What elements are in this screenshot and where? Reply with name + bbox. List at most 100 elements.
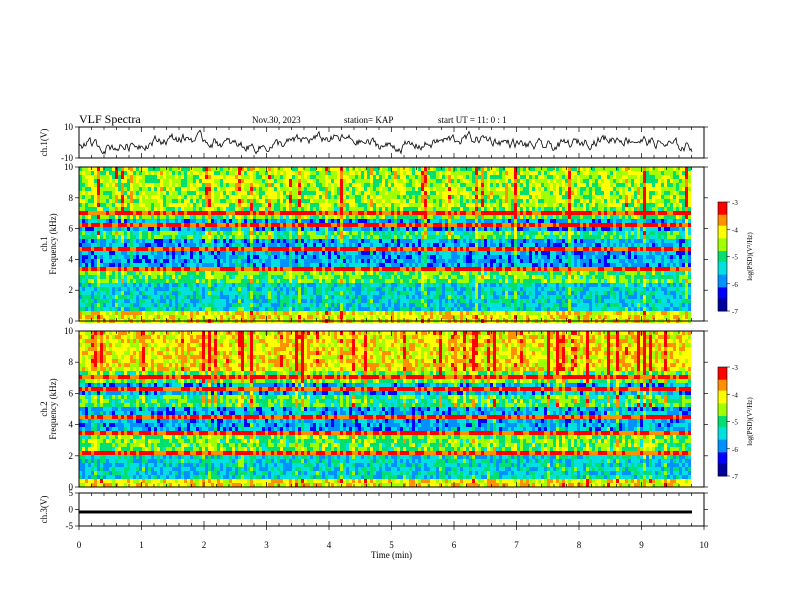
spectrogram-cell	[391, 219, 394, 223]
spectrogram-cell	[271, 207, 274, 211]
spectrogram-cell	[634, 231, 637, 235]
spectrogram-cell	[346, 215, 349, 219]
spectrogram-cell	[442, 227, 445, 231]
spectrogram-cell	[415, 223, 418, 227]
spectrogram-cell	[100, 223, 103, 227]
spectrogram-cell	[343, 187, 346, 191]
spectrogram-cell	[283, 227, 286, 231]
spectrogram-cell	[475, 203, 478, 207]
spectrogram-cell	[451, 219, 454, 223]
spectrogram-cell	[649, 255, 652, 259]
spectrogram-cell	[292, 259, 295, 263]
spectrogram-cell	[193, 243, 196, 247]
spectrogram-cell	[538, 223, 541, 227]
spectrogram-cell	[577, 171, 580, 175]
spectrogram-cell	[520, 183, 523, 187]
spectrogram-cell	[556, 223, 559, 227]
spectrogram-cell	[223, 167, 226, 171]
spectrogram-cell	[268, 199, 271, 203]
spectrogram-cell	[343, 223, 346, 227]
spectrogram-cell	[634, 167, 637, 171]
spectrogram-cell	[238, 227, 241, 231]
spectrogram-cell	[526, 175, 529, 179]
spectrogram-cell	[160, 263, 163, 267]
spectrogram-cell	[325, 187, 328, 191]
spectrogram-cell	[640, 199, 643, 203]
spectrogram-cell	[559, 183, 562, 187]
spectrogram-cell	[550, 235, 553, 239]
spectrogram-cell	[256, 239, 259, 243]
spectrogram-cell	[388, 179, 391, 183]
spectrogram-cell	[271, 259, 274, 263]
spectrogram-cell	[349, 235, 352, 239]
spectrogram-cell	[292, 215, 295, 219]
spectrogram-cell	[331, 255, 334, 259]
spectrogram-cell	[568, 215, 571, 219]
spectrogram-cell	[313, 215, 316, 219]
spectrogram-cell	[115, 195, 118, 199]
spectrogram-cell	[289, 251, 292, 255]
spectrogram-cell	[220, 195, 223, 199]
spectrogram-cell	[322, 223, 325, 227]
spectrogram-cell	[355, 247, 358, 251]
spectrogram-cell	[442, 211, 445, 215]
spectrogram-cell	[502, 207, 505, 211]
spectrogram-cell	[268, 255, 271, 259]
spectrogram-cell	[202, 171, 205, 175]
spectrogram-cell	[370, 167, 373, 171]
spectrogram-cell	[670, 195, 673, 199]
spectrogram-cell	[499, 251, 502, 255]
spectrogram-cell	[154, 171, 157, 175]
spectrogram-cell	[580, 239, 583, 243]
spectrogram-cell	[214, 207, 217, 211]
spectrogram-cell	[166, 223, 169, 227]
spectrogram-cell	[406, 239, 409, 243]
spectrogram-cell	[181, 223, 184, 227]
spectrogram-cell	[433, 235, 436, 239]
spectrogram-cell	[262, 203, 265, 207]
spectrogram-cell	[331, 223, 334, 227]
spectrogram-cell	[529, 243, 532, 247]
spectrogram-cell	[424, 207, 427, 211]
spectrogram-cell	[148, 183, 151, 187]
spectrogram-cell	[544, 183, 547, 187]
spectrogram-cell	[610, 183, 613, 187]
spectrogram-cell	[550, 167, 553, 171]
spectrogram-cell	[568, 183, 571, 187]
spectrogram-cell	[595, 251, 598, 255]
spectrogram-cell	[556, 251, 559, 255]
spectrogram-cell	[559, 211, 562, 215]
spectrogram-cell	[178, 171, 181, 175]
spectrogram-cell	[133, 223, 136, 227]
spectrogram-cell	[235, 171, 238, 175]
spectrogram-cell	[553, 247, 556, 251]
spectrogram-cell	[202, 211, 205, 215]
spectrogram-cell	[589, 215, 592, 219]
spectrogram-cell	[283, 235, 286, 239]
spectrogram-cell	[439, 191, 442, 195]
spectrogram-cell	[619, 255, 622, 259]
spectrogram-cell	[88, 223, 91, 227]
spectrogram-cell	[448, 259, 451, 263]
spectrogram-cell	[688, 203, 691, 207]
spectrogram-cell	[256, 179, 259, 183]
spectrogram-cell	[652, 195, 655, 199]
spectrogram-cell	[469, 231, 472, 235]
spectrogram-cell	[169, 215, 172, 219]
spectrogram-cell	[346, 211, 349, 215]
spectrogram-cell	[232, 171, 235, 175]
spectrogram-cell	[556, 207, 559, 211]
spectrogram-cell	[685, 191, 688, 195]
spectrogram-cell	[292, 203, 295, 207]
spectrogram-cell	[469, 247, 472, 251]
spectrogram-cell	[601, 227, 604, 231]
spectrogram-cell	[622, 247, 625, 251]
spectrogram-cell	[424, 167, 427, 171]
spectrogram-cell	[118, 187, 121, 191]
spectrogram-cell	[523, 191, 526, 195]
spectrogram-cell	[571, 215, 574, 219]
spectrogram-cell	[451, 175, 454, 179]
spectrogram-cell	[325, 199, 328, 203]
spectrogram-cell	[592, 223, 595, 227]
spectrogram-cell	[355, 203, 358, 207]
